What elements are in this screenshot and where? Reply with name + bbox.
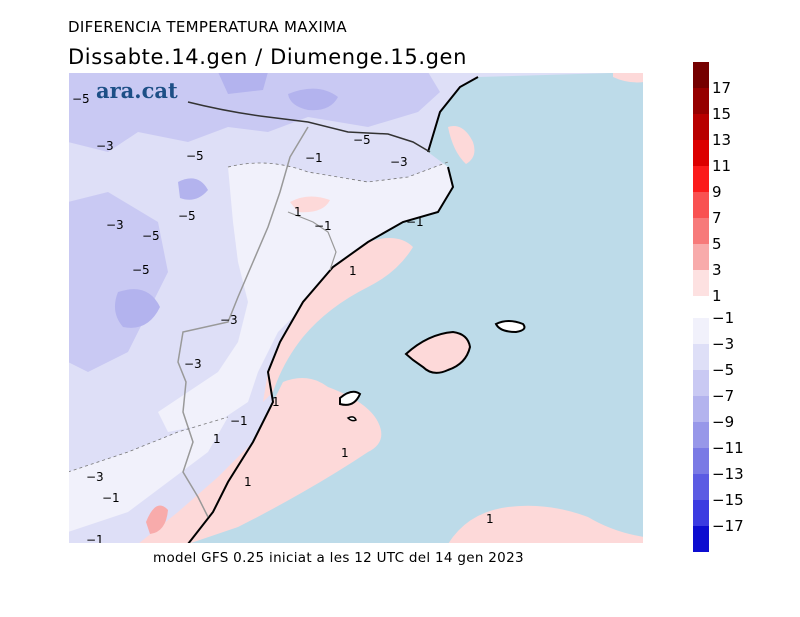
pos1-area-sea-se [448, 505, 644, 544]
island-ibiza [339, 390, 362, 406]
contour-label: 1 [349, 264, 357, 278]
legend-label: −7 [712, 387, 734, 405]
legend-label: −13 [712, 465, 744, 483]
legend-label: 3 [712, 261, 722, 279]
legend-swatch [693, 88, 709, 114]
legend-label: −5 [712, 361, 734, 379]
legend-swatch [693, 396, 709, 422]
neg7-patch-1 [288, 88, 338, 111]
contour-label: 1 [486, 512, 494, 526]
legend-swatch [693, 244, 709, 270]
legend-label: −15 [712, 491, 744, 509]
legend-label: −9 [712, 413, 734, 431]
regional-border [177, 126, 309, 518]
legend-label: −3 [712, 335, 734, 353]
contour-label: −5 [178, 209, 196, 223]
contour-label: −3 [86, 470, 104, 484]
contour-label: −1 [230, 414, 248, 428]
contour-label: 1 [341, 446, 349, 460]
contour-label: −5 [132, 263, 150, 277]
contour-label: −3 [220, 313, 238, 327]
contour-label: 1 [272, 395, 280, 409]
pos1-patch-inland [290, 196, 330, 213]
legend-label: 7 [712, 209, 722, 227]
legend-label: 17 [712, 79, 731, 97]
legend-swatch [693, 318, 709, 344]
legend-label: −17 [712, 517, 744, 535]
legend-label: 9 [712, 183, 722, 201]
map-frame [68, 72, 644, 544]
legend-label: 1 [712, 287, 722, 305]
contour-label: −1 [102, 491, 120, 505]
coastline-north [427, 76, 479, 153]
island-menorca [494, 320, 526, 334]
legend-swatch [693, 192, 709, 218]
contour-label: −3 [96, 139, 114, 153]
pos3-patch [146, 505, 168, 534]
contour-label: −1 [406, 215, 424, 229]
map-subtitle: Dissabte.14.gen / Diumenge.15.gen [68, 45, 467, 69]
legend-swatch [693, 140, 709, 166]
ara-cat-logo: ara.cat [96, 78, 178, 103]
contour-label: −5 [72, 92, 90, 106]
pos1-patch-corner [613, 72, 644, 83]
contour-minus1 [227, 161, 449, 183]
legend-swatch [693, 422, 709, 448]
legend-swatch [693, 270, 709, 296]
legend-swatch [693, 62, 709, 88]
legend-label: −11 [712, 439, 744, 457]
map-title: DIFERENCIA TEMPERATURA MAXIMA [68, 18, 347, 36]
legend-swatch [693, 344, 709, 370]
contour-label: 1 [294, 205, 302, 219]
legend-label: −1 [712, 309, 734, 327]
model-footer: model GFS 0.25 iniciat a les 12 UTC del … [153, 550, 524, 566]
island-mallorca [404, 330, 472, 374]
contour-label: 1 [213, 432, 221, 446]
neg7-patch-4 [218, 72, 268, 94]
contour-label: −3 [184, 357, 202, 371]
contour-minus3 [68, 416, 229, 473]
legend-positive-scale: 17 15 13 11 9 7 5 3 1 [693, 62, 731, 305]
legend-negative-scale: −1 −3 −5 −7 −9 −11 −13 −15 −17 [693, 309, 744, 552]
legend-label: 15 [712, 105, 731, 123]
contour-label: −5 [142, 229, 160, 243]
legend-swatch [693, 114, 709, 140]
legend-swatch [693, 218, 709, 244]
pos1-area-coast [263, 238, 413, 402]
contour-label: −5 [353, 133, 371, 147]
contour-label: −3 [390, 155, 408, 169]
neg1-band-south [68, 417, 228, 532]
neg7-patch-3 [114, 289, 160, 328]
legend-swatch [693, 474, 709, 500]
legend-label: 5 [712, 235, 722, 253]
contour-label: −5 [186, 149, 204, 163]
contour-label: −1 [314, 219, 332, 233]
legend-swatch [693, 370, 709, 396]
coastline [187, 166, 455, 544]
pos1-area-south [138, 378, 382, 544]
neg5-area-west [68, 192, 168, 372]
neg5-area-north [68, 72, 440, 152]
legend-swatch [693, 448, 709, 474]
national-border [187, 101, 431, 153]
island-formentera [346, 416, 357, 422]
neg7-patch-2 [178, 178, 208, 200]
legend-label: 13 [712, 131, 731, 149]
contour-label: −1 [86, 533, 104, 544]
regional-border-2 [287, 211, 337, 271]
temperature-difference-map: ara.cat −5 −3 −5 −3 −5 −5 −5 −3 −1 −5 −3… [68, 72, 644, 544]
legend-swatch [693, 166, 709, 192]
pos1-area-northeast [448, 126, 475, 164]
color-legend: 17 15 13 11 9 7 5 3 1 −1 −3 −5 −7 −9 −11 −13 −15 −17 [693, 62, 744, 552]
legend-label: 11 [712, 157, 731, 175]
contour-label: −3 [106, 218, 124, 232]
legend-swatch [693, 500, 709, 526]
contour-label: 1 [244, 475, 252, 489]
contour-label: −1 [305, 151, 323, 165]
legend-swatch [693, 526, 709, 552]
